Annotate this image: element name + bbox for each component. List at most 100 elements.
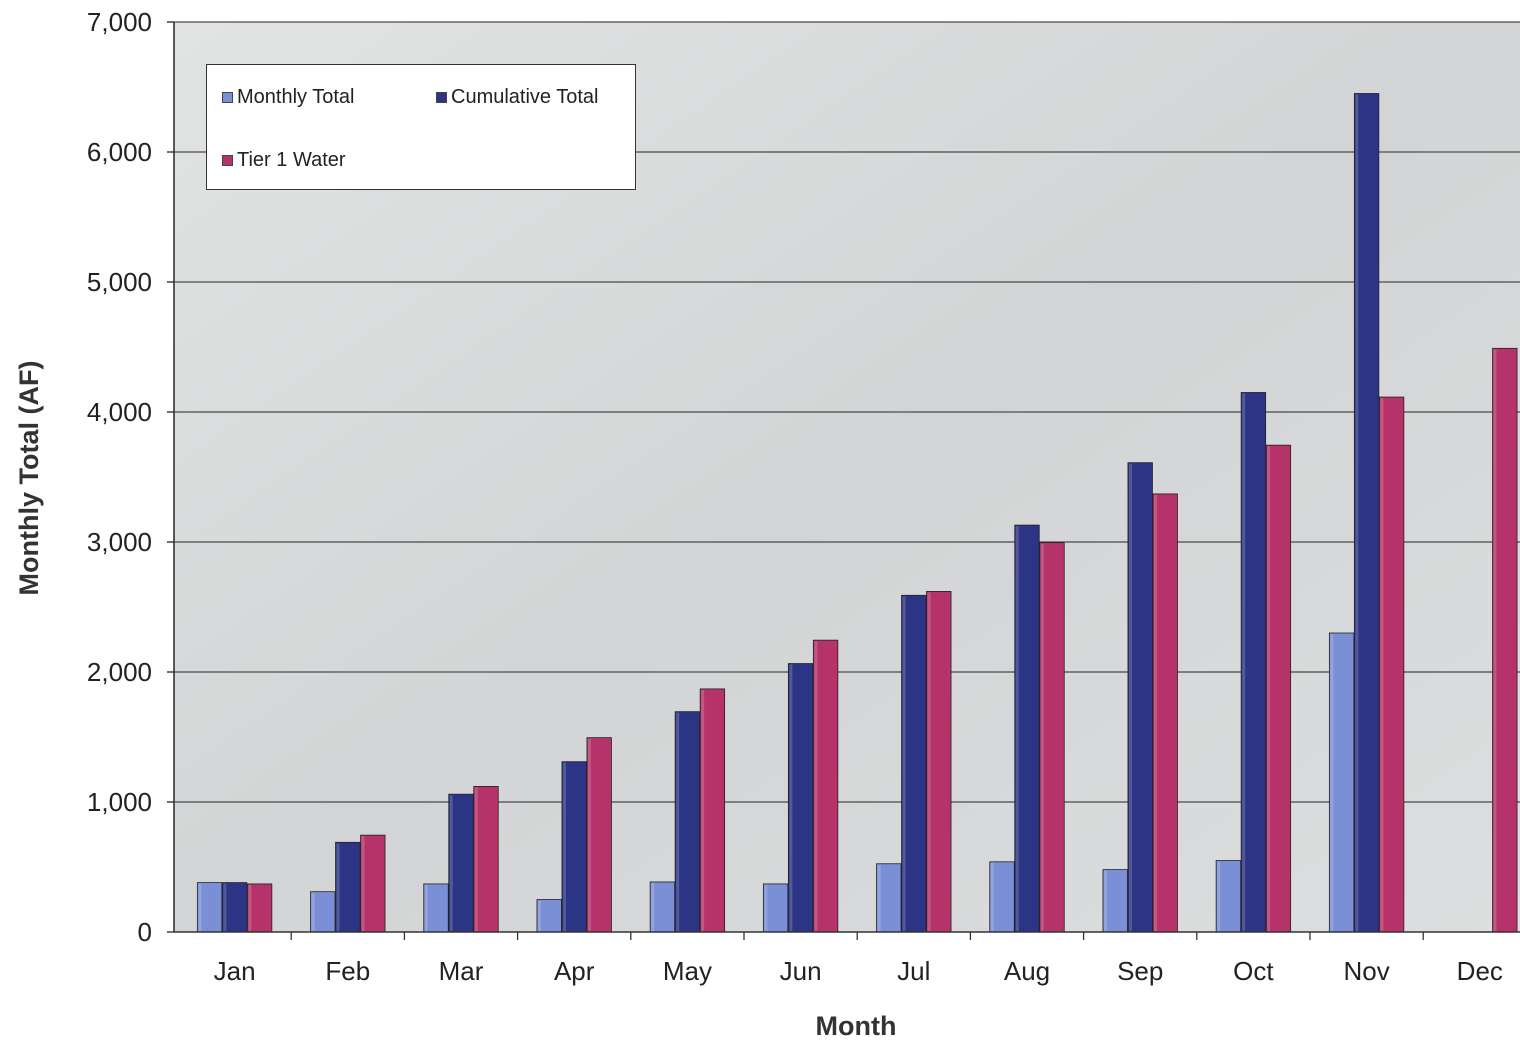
x-tick-label: Jun	[780, 956, 822, 986]
legend-swatch-tier-1-water	[222, 155, 233, 166]
bar-tier-1-water-sep	[1152, 493, 1178, 933]
bar-highlight	[1380, 398, 1384, 931]
bar-highlight	[587, 738, 591, 931]
bar-tier-1-water-oct	[1265, 444, 1292, 933]
bar-cumulative-total-may	[674, 711, 701, 933]
x-tick-label: Mar	[439, 956, 484, 986]
bar-cumulative-total-nov	[1353, 93, 1380, 933]
axes	[167, 21, 1520, 940]
bar-tier-1-water-jan	[246, 883, 273, 933]
bar-monthly-total-aug	[989, 861, 1015, 933]
bar-highlight	[562, 762, 566, 931]
legend-swatch-monthly-total	[222, 92, 233, 103]
x-axis-title: Month	[816, 1011, 897, 1041]
bar-highlight	[424, 884, 428, 931]
x-tick-label: Jul	[897, 956, 930, 986]
bar-highlight	[764, 884, 768, 931]
x-tick-label: Feb	[325, 956, 370, 986]
bar-highlight	[1355, 94, 1359, 931]
bar-highlight	[361, 836, 365, 931]
bar-highlight	[223, 883, 227, 931]
bar-monthly-total-jan	[196, 882, 223, 933]
x-tick-label: Jan	[214, 956, 256, 986]
bar-highlight	[676, 712, 680, 931]
bar-cumulative-total-apr	[561, 761, 587, 933]
bar-highlight	[1153, 494, 1157, 931]
bar-tier-1-water-apr	[586, 737, 612, 933]
x-tick-label: May	[663, 956, 712, 986]
legend-item-cumulative-total: Cumulative Total	[436, 86, 598, 109]
bar-cumulative-total-oct	[1240, 392, 1267, 933]
legend-label-monthly-total: Monthly Total	[237, 86, 355, 108]
bar-cumulative-total-jan	[221, 882, 248, 933]
legend: Monthly Total Cumulative Total Tier 1 Wa…	[206, 64, 636, 190]
y-tick-label: 4,000	[87, 397, 152, 427]
y-axis-title: Monthly Total (AF)	[14, 361, 44, 596]
bar-highlight	[814, 641, 818, 931]
bar-highlight	[1242, 393, 1246, 931]
y-tick-label: 2,000	[87, 657, 152, 687]
bar-highlight	[701, 689, 705, 931]
bar-cumulative-total-sep	[1127, 462, 1153, 933]
x-tick-label: Aug	[1004, 956, 1050, 986]
y-tick-label: 1,000	[87, 787, 152, 817]
y-tick-labels: 0 1,000 2,000 3,000 4,000 5,000 6,000 7,000	[87, 7, 152, 947]
y-tick-label: 0	[138, 917, 152, 947]
x-tick-label: Dec	[1457, 956, 1503, 986]
bar-tier-1-water-nov	[1378, 396, 1405, 933]
bar-highlight	[902, 596, 906, 931]
bar-highlight	[1128, 463, 1132, 931]
bar-highlight	[789, 664, 793, 931]
bar-monthly-total-mar	[423, 883, 449, 933]
bar-monthly-total-jul	[876, 863, 902, 933]
bar-cumulative-total-jun	[787, 663, 814, 933]
bar-highlight	[877, 864, 881, 931]
y-tick-label: 6,000	[87, 137, 152, 167]
bar-highlight	[1330, 634, 1334, 931]
bar-highlight	[1493, 349, 1497, 931]
bar-tier-1-water-feb	[360, 834, 386, 933]
bar-highlight	[449, 795, 453, 931]
legend-label-tier-1-water: Tier 1 Water	[237, 149, 346, 171]
legend-swatch-cumulative-total	[436, 92, 447, 103]
bar-highlight	[248, 884, 252, 931]
bar-highlight	[651, 882, 655, 931]
legend-label-cumulative-total: Cumulative Total	[451, 86, 599, 108]
bar-highlight	[1040, 543, 1044, 931]
bar-highlight	[198, 883, 202, 931]
bar-highlight	[537, 900, 541, 931]
bar-highlight	[927, 592, 931, 931]
bar-highlight	[1015, 526, 1019, 931]
x-tick-label: Sep	[1117, 956, 1163, 986]
grid-lines	[174, 21, 1520, 803]
bar-highlight	[990, 862, 994, 931]
y-tick-label: 5,000	[87, 267, 152, 297]
bar-highlight	[474, 787, 478, 931]
x-tick-label: Nov	[1343, 956, 1389, 986]
bar-monthly-total-feb	[310, 891, 336, 933]
x-tick-label: Oct	[1233, 956, 1274, 986]
legend-item-tier-1-water: Tier 1 Water	[222, 149, 346, 172]
bar-tier-1-water-aug	[1039, 542, 1065, 933]
x-tick-label: Apr	[554, 956, 595, 986]
y-tick-label: 7,000	[87, 7, 152, 37]
bar-monthly-total-nov	[1328, 632, 1355, 933]
bar-monthly-total-oct	[1215, 860, 1242, 933]
bar-cumulative-total-aug	[1014, 524, 1040, 933]
legend-item-monthly-total: Monthly Total	[222, 86, 354, 109]
bar-highlight	[1217, 861, 1221, 931]
bar-highlight	[311, 892, 315, 931]
bar-tier-1-water-jul	[926, 591, 952, 933]
bar-highlight	[1103, 870, 1107, 931]
bar-monthly-total-sep	[1102, 869, 1128, 933]
bar-highlight	[336, 843, 340, 931]
bars	[196, 93, 1518, 933]
bar-tier-1-water-mar	[473, 786, 499, 933]
bar-tier-1-water-may	[699, 688, 726, 933]
x-tick-labels: Jan Feb Mar Apr May Jun Jul Aug Sep Oct Nov Dec	[214, 956, 1503, 986]
bar-highlight	[1267, 446, 1271, 931]
bar-cumulative-total-feb	[335, 841, 361, 933]
y-tick-label: 3,000	[87, 527, 152, 557]
